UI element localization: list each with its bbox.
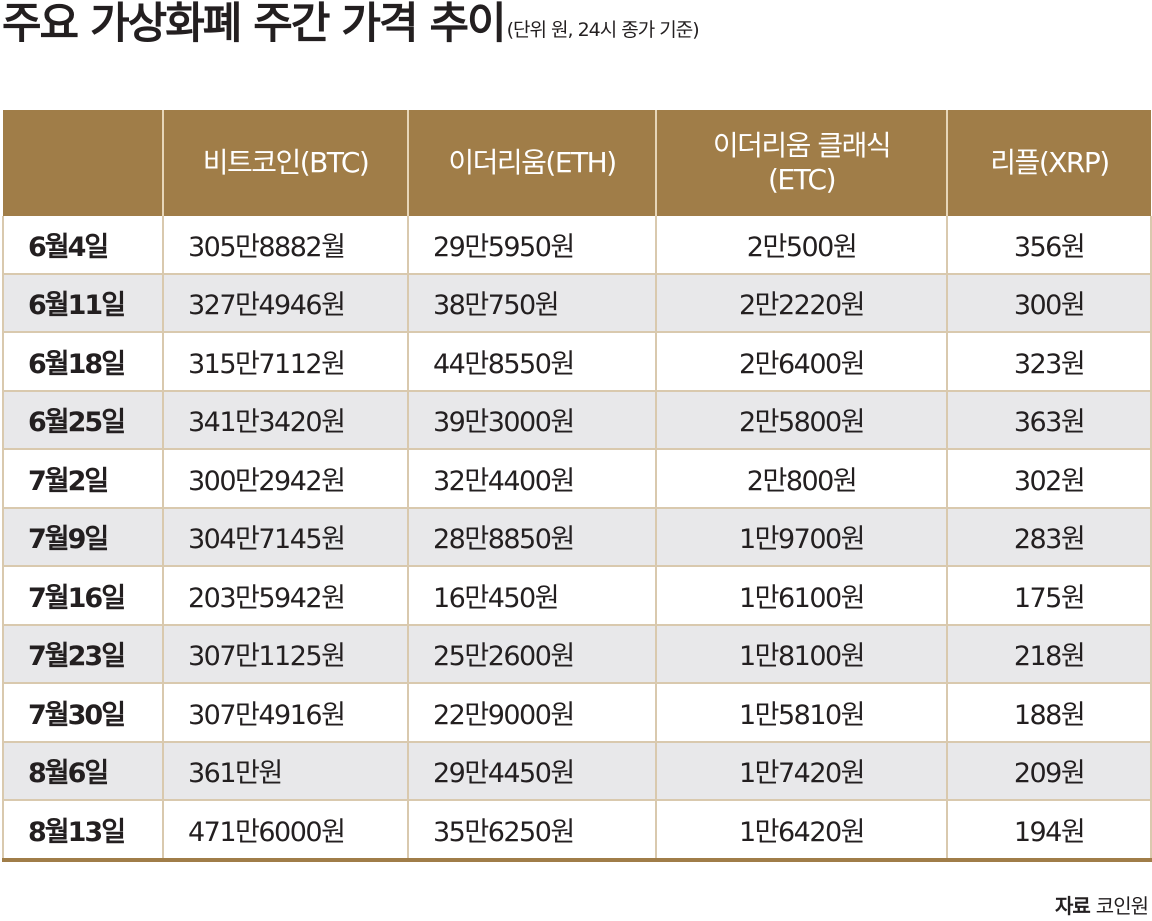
eth-cell: 28만8850원 — [407, 506, 656, 566]
table-row: 7월2일 300만2942원 32만4400원 2만800원 302원 — [2, 448, 1152, 508]
table-row: 8월13일 471만6000원 35만6250원 1만6420원 194원 — [2, 799, 1152, 862]
btc-cell: 305만8882월 — [162, 216, 408, 274]
header-xrp: 리플(XRP) — [946, 110, 1151, 216]
price-table: 비트코인(BTC) 이더리움(ETH) 이더리움 클래식 (ETC) 리플(XR… — [2, 110, 1152, 862]
table-row: 8월6일 361만원 29만4450원 1만7420원 209원 — [2, 740, 1152, 800]
header-date — [3, 110, 163, 216]
header-etc: 이더리움 클래식 (ETC) — [655, 110, 947, 216]
table-row: 7월23일 307만1125원 25만2600원 1만8100원 218원 — [2, 623, 1152, 683]
eth-cell: 29만4450원 — [407, 740, 656, 800]
btc-cell: 307만1125원 — [162, 623, 408, 683]
eth-cell: 44만8550원 — [407, 331, 656, 391]
xrp-cell: 300원 — [946, 272, 1152, 332]
date-cell: 8월13일 — [2, 799, 163, 862]
source-credit: 자료 코인원 — [1054, 890, 1149, 919]
btc-cell: 307만4916원 — [162, 682, 408, 742]
header-eth: 이더리움(ETH) — [407, 110, 656, 216]
etc-cell: 2만2220원 — [655, 272, 947, 332]
date-cell: 7월2일 — [2, 448, 163, 508]
xrp-cell: 363원 — [946, 389, 1152, 449]
etc-cell: 2만6400원 — [655, 331, 947, 391]
etc-cell: 2만5800원 — [655, 389, 947, 449]
btc-cell: 327만4946원 — [162, 272, 408, 332]
source-name: 코인원 — [1095, 894, 1149, 918]
xrp-cell: 175원 — [946, 565, 1152, 625]
date-cell: 6월25일 — [2, 389, 163, 449]
table-header: 비트코인(BTC) 이더리움(ETH) 이더리움 클래식 (ETC) 리플(XR… — [3, 110, 1151, 216]
btc-cell: 300만2942원 — [162, 448, 408, 508]
xrp-cell: 283원 — [946, 506, 1152, 566]
btc-cell: 341만3420원 — [162, 389, 408, 449]
xrp-cell: 209원 — [946, 740, 1152, 800]
date-cell: 6월18일 — [2, 331, 163, 391]
date-cell: 6월11일 — [2, 272, 163, 332]
xrp-cell: 188원 — [946, 682, 1152, 742]
btc-cell: 471만6000원 — [162, 799, 408, 862]
header-etc-line2: (ETC) — [767, 163, 837, 196]
etc-cell: 2만500원 — [655, 216, 947, 274]
source-label: 자료 — [1054, 894, 1091, 918]
etc-cell: 1만7420원 — [655, 740, 947, 800]
btc-cell: 203만5942원 — [162, 565, 408, 625]
etc-cell: 1만5810원 — [655, 682, 947, 742]
xrp-cell: 302원 — [946, 448, 1152, 508]
eth-cell: 29만5950원 — [407, 216, 656, 274]
table-row: 7월9일 304만7145원 28만8850원 1만9700원 283원 — [2, 506, 1152, 566]
date-cell: 7월23일 — [2, 623, 163, 683]
header-row: 비트코인(BTC) 이더리움(ETH) 이더리움 클래식 (ETC) 리플(XR… — [3, 110, 1151, 216]
eth-cell: 32만4400원 — [407, 448, 656, 508]
header-btc: 비트코인(BTC) — [162, 110, 408, 216]
xrp-cell: 356원 — [946, 216, 1152, 274]
page-title: 주요 가상화폐 주간 가격 추이 — [2, 0, 507, 49]
etc-cell: 1만6420원 — [655, 799, 947, 862]
title-block: 주요 가상화폐 주간 가격 추이 (단위 원, 24시 종가 기준) — [2, 0, 700, 49]
table-row: 6월25일 341만3420원 39만3000원 2만5800원 363원 — [2, 389, 1152, 449]
xrp-cell: 323원 — [946, 331, 1152, 391]
btc-cell: 315만7112원 — [162, 331, 408, 391]
btc-cell: 304만7145원 — [162, 506, 408, 566]
xrp-cell: 218원 — [946, 623, 1152, 683]
date-cell: 7월30일 — [2, 682, 163, 742]
table-row: 7월30일 307만4916원 22만9000원 1만5810원 188원 — [2, 682, 1152, 742]
eth-cell: 39만3000원 — [407, 389, 656, 449]
header-etc-line1: 이더리움 클래식 — [712, 129, 892, 162]
btc-cell: 361만원 — [162, 740, 408, 800]
etc-cell: 1만8100원 — [655, 623, 947, 683]
eth-cell: 38만750원 — [407, 272, 656, 332]
table-row: 6월4일 305만8882월 29만5950원 2만500원 356원 — [2, 216, 1152, 274]
table-row: 7월16일 203만5942원 16만450원 1만6100원 175원 — [2, 565, 1152, 625]
unit-note: (단위 원, 24시 종가 기준) — [506, 19, 700, 41]
etc-cell: 1만6100원 — [655, 565, 947, 625]
eth-cell: 25만2600원 — [407, 623, 656, 683]
eth-cell: 16만450원 — [407, 565, 656, 625]
etc-cell: 1만9700원 — [655, 506, 947, 566]
date-cell: 7월9일 — [2, 506, 163, 566]
date-cell: 6월4일 — [2, 216, 163, 274]
xrp-cell: 194원 — [946, 799, 1152, 862]
date-cell: 7월16일 — [2, 565, 163, 625]
eth-cell: 22만9000원 — [407, 682, 656, 742]
eth-cell: 35만6250원 — [407, 799, 656, 862]
table-row: 6월18일 315만7112원 44만8550원 2만6400원 323원 — [2, 331, 1152, 391]
etc-cell: 2만800원 — [655, 448, 947, 508]
date-cell: 8월6일 — [2, 740, 163, 800]
table-body: 6월4일 305만8882월 29만5950원 2만500원 356원 6월11일 327만… — [2, 216, 1152, 862]
table-row: 6월11일 327만4946원 38만750원 2만2220원 300원 — [2, 272, 1152, 332]
